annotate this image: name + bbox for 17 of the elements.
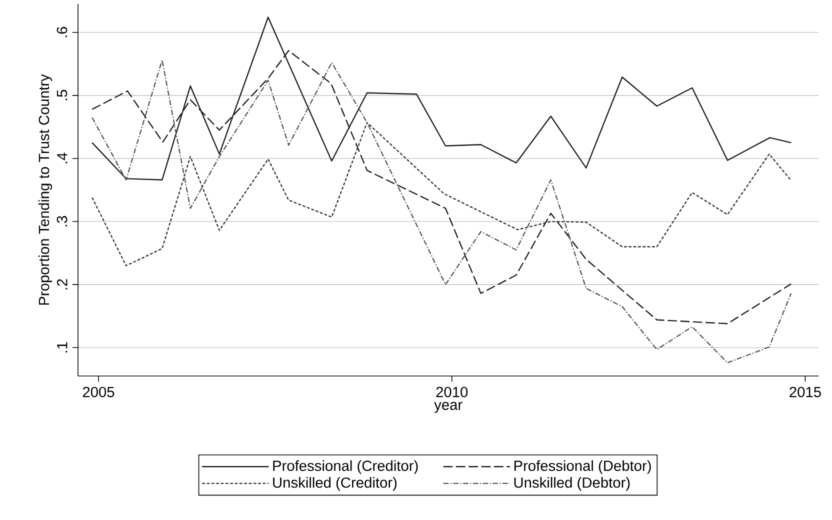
y-tick-label: .2 [56, 279, 68, 290]
x-tick-label: 2005 [82, 386, 114, 398]
legend-label: Professional (Creditor) [273, 460, 418, 474]
legend-label: Unskilled (Debtor) [514, 477, 630, 491]
y-tick-label: .3 [56, 216, 68, 226]
line-series [92, 60, 792, 364]
legend-label: Unskilled (Creditor) [273, 477, 397, 491]
y-tick-label: .6 [56, 26, 68, 38]
x-tick-label: 2015 [790, 386, 821, 398]
legend-label: Professional (Debtor) [514, 460, 651, 474]
line-series [92, 122, 792, 266]
y-tick-label: .4 [57, 152, 68, 164]
y-axis-title: Proportion Tending to Trust Country [38, 74, 52, 305]
y-tick-label: .5 [56, 90, 68, 100]
x-axis-title: year [434, 402, 462, 413]
x-tick-label: 2010 [436, 386, 468, 398]
y-tick-label: .1 [57, 342, 68, 352]
